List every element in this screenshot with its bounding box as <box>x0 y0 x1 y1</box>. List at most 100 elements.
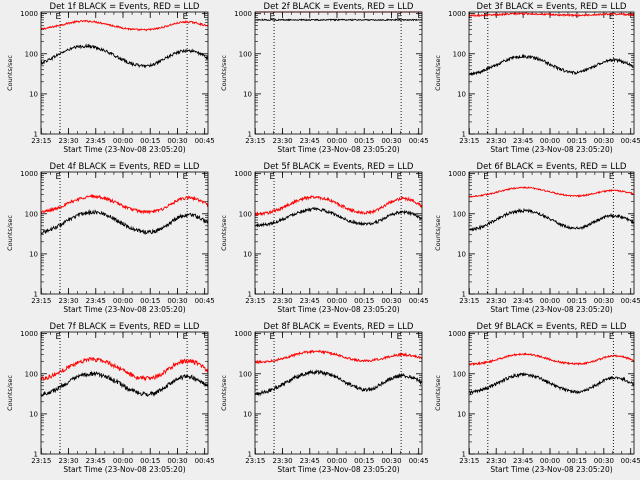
x-axis-label: Start Time (23-Nov-08 23:05:20) <box>490 305 612 314</box>
plot-frame <box>254 171 423 295</box>
plot-frame <box>468 331 635 455</box>
x-axis-label: Start Time (23-Nov-08 23:05:20) <box>277 305 399 314</box>
x-tick-label: 00:45 <box>195 297 215 305</box>
x-tick-label: 23:15 <box>31 457 51 465</box>
y-tick-label: 1000 <box>20 170 38 178</box>
x-tick-label: 00:00 <box>113 137 133 145</box>
x-tick-label: 00:45 <box>409 457 429 465</box>
y-tick-label: 100 <box>25 50 38 58</box>
chart-panel-1: Det 1f BLACK = Events, RED = LLD Counts/s… <box>6 2 215 154</box>
x-tick-label: 00:00 <box>327 457 347 465</box>
x-tick-label: 00:30 <box>594 457 614 465</box>
x-axis-label: Start Time (23-Nov-08 23:05:20) <box>277 145 399 154</box>
event-marker: E <box>56 332 61 341</box>
series-black-events-line <box>40 208 209 235</box>
x-tick-label: 23:30 <box>272 137 292 145</box>
y-axis-label: Counts/sec <box>220 375 228 411</box>
x-tick-label: 23:45 <box>86 457 106 465</box>
x-tick-label: 00:00 <box>113 457 133 465</box>
y-tick-label: 1000 <box>234 330 252 338</box>
event-marker: E <box>56 172 61 181</box>
y-axis-label: Counts/sec <box>6 215 14 251</box>
x-axis-label: Start Time (23-Nov-08 23:05:20) <box>490 465 612 474</box>
x-axis-label: Start Time (23-Nov-08 23:05:20) <box>63 465 185 474</box>
y-axis-label: Counts/sec <box>434 55 442 91</box>
y-tick-label: 10 <box>457 410 466 418</box>
chart-panel-4: Det 4f BLACK = Events, RED = LLD Counts/s… <box>6 162 215 314</box>
x-tick-label: 00:00 <box>540 137 560 145</box>
y-tick-label: 1 <box>462 131 466 139</box>
y-tick-label: 10 <box>457 250 466 258</box>
series-red-lld-line <box>40 356 209 382</box>
y-tick-label: 100 <box>239 210 252 218</box>
x-tick-label: 00:15 <box>354 137 374 145</box>
chart-panel-3: Det 3f BLACK = Events, RED = LLD Counts/s… <box>434 2 640 154</box>
event-marker: E <box>397 12 402 21</box>
x-tick-label: 00:15 <box>567 457 587 465</box>
chart-title: Det 5f BLACK = Events, RED = LLD <box>264 162 414 172</box>
y-tick-label: 10 <box>243 90 252 98</box>
x-tick-label: 23:45 <box>513 297 533 305</box>
x-tick-label: 23:45 <box>300 137 320 145</box>
y-tick-label: 1000 <box>20 330 38 338</box>
series-black-events-line <box>468 207 635 232</box>
y-axis-label: Counts/sec <box>6 55 14 91</box>
x-tick-label: 23:15 <box>459 457 479 465</box>
x-tick-label: 00:30 <box>381 457 401 465</box>
y-tick-label: 100 <box>453 50 466 58</box>
chart-panel-6: Det 6f BLACK = Events, RED = LLD Counts/s… <box>434 162 640 314</box>
x-axis-label: Start Time (23-Nov-08 23:05:20) <box>63 145 185 154</box>
chart-title: Det 2f BLACK = Events, RED = LLD <box>264 2 414 12</box>
series-red-lld-line <box>254 194 423 217</box>
x-tick-label: 00:45 <box>621 457 640 465</box>
x-tick-label: 23:15 <box>31 297 51 305</box>
event-marker: E <box>609 332 614 341</box>
chart-title: Det 9f BLACK = Events, RED = LLD <box>477 322 627 332</box>
x-axis-label: Start Time (23-Nov-08 23:05:20) <box>63 305 185 314</box>
plot-frame <box>40 331 209 455</box>
y-tick-label: 10 <box>243 410 252 418</box>
series-black-events-line <box>468 371 635 396</box>
x-tick-label: 00:30 <box>381 137 401 145</box>
series-black-events-line <box>40 43 209 69</box>
x-tick-label: 00:00 <box>540 457 560 465</box>
plot-frame <box>254 11 423 135</box>
series-black-events-line <box>468 53 635 76</box>
x-tick-label: 00:00 <box>327 297 347 305</box>
event-marker: E <box>270 12 275 21</box>
x-tick-label: 23:30 <box>58 297 78 305</box>
x-tick-label: 00:45 <box>621 137 640 145</box>
event-marker: E <box>397 172 402 181</box>
event-marker: E <box>183 12 188 21</box>
chart-panel-9: Det 9f BLACK = Events, RED = LLD Counts/s… <box>434 322 640 474</box>
x-tick-label: 23:30 <box>58 457 78 465</box>
plot-frame <box>254 331 423 455</box>
y-axis-label: Counts/sec <box>434 215 442 251</box>
y-tick-label: 1 <box>34 131 38 139</box>
y-tick-label: 10 <box>29 250 38 258</box>
x-tick-label: 00:00 <box>113 297 133 305</box>
x-tick-label: 00:15 <box>567 137 587 145</box>
series-black-events-line <box>254 18 423 22</box>
y-tick-label: 1 <box>248 131 252 139</box>
y-tick-label: 100 <box>239 50 252 58</box>
y-tick-label: 100 <box>453 370 466 378</box>
y-tick-label: 10 <box>29 410 38 418</box>
series-red-lld-line <box>468 186 635 198</box>
y-tick-label: 100 <box>25 370 38 378</box>
x-tick-label: 23:45 <box>86 297 106 305</box>
x-tick-label: 00:00 <box>540 297 560 305</box>
y-tick-label: 1 <box>462 291 466 299</box>
y-tick-label: 1000 <box>448 330 466 338</box>
x-tick-label: 23:45 <box>300 457 320 465</box>
y-tick-label: 1 <box>34 451 38 459</box>
series-red-lld-line <box>40 193 209 215</box>
event-marker: E <box>56 12 61 21</box>
event-marker: E <box>270 172 275 181</box>
x-tick-label: 00:15 <box>140 297 160 305</box>
x-axis-label: Start Time (23-Nov-08 23:05:20) <box>277 465 399 474</box>
event-marker: E <box>483 12 488 21</box>
y-tick-label: 1000 <box>448 10 466 18</box>
y-tick-label: 10 <box>29 90 38 98</box>
x-tick-label: 00:30 <box>167 137 187 145</box>
